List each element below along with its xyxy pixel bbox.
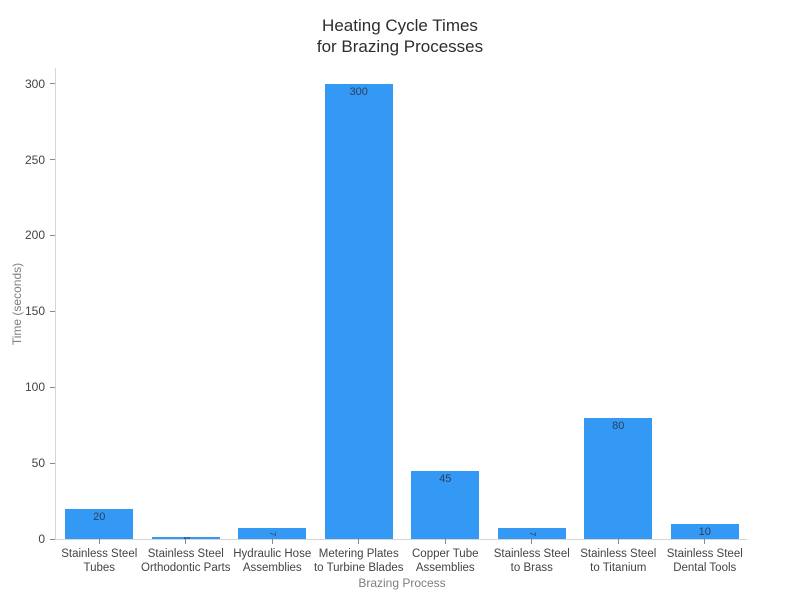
y-tick-mark-200 [50, 234, 55, 236]
y-tick-label-50: 50 [31, 456, 45, 471]
bar-value-label-stainless-steel-to-brass: 7 [527, 531, 537, 536]
y-tick-mark-50 [50, 462, 55, 464]
x-tick-label-stainless-steel-dental-tools: Stainless Steel Dental Tools [647, 547, 763, 575]
bar-value-label-stainless-steel-to-titanium: 80 [612, 419, 625, 432]
bar-hydraulic-hose-assemblies: 7 [238, 528, 307, 539]
y-tick-label-150: 150 [24, 304, 45, 319]
x-tick-label-stainless-steel-orthodontic-parts: Stainless Steel Orthodontic Parts [128, 547, 244, 575]
x-tick-mark-stainless-steel-orthodontic-parts [185, 539, 187, 544]
y-tick-label-0: 0 [38, 532, 45, 546]
x-tick-mark-copper-tube-assemblies [444, 539, 446, 544]
x-tick-label-stainless-steel-dental-tools-line1: Stainless Steel [666, 548, 743, 560]
bar-value-label-hydraulic-hose-assemblies: 7 [268, 531, 278, 536]
y-tick-mark-100 [50, 386, 55, 388]
x-axis-title: Brazing Process [358, 576, 446, 590]
x-tick-label-stainless-steel-tubes: Stainless Steel Tubes [41, 547, 157, 575]
x-tick-mark-metering-plates-to-turbine-blades [358, 539, 360, 544]
x-tick-label-copper-tube-assemblies-line1: Copper Tube [412, 548, 479, 560]
x-tick-mark-stainless-steel-to-titanium [617, 539, 619, 544]
x-tick-label-stainless-steel-tubes-line1: Stainless Steel [61, 548, 138, 560]
chart-title: Heating Cycle Times for Brazing Processe… [0, 15, 800, 57]
x-tick-label-stainless-steel-dental-tools-line2: Dental Tools [673, 562, 737, 574]
x-tick-label-hydraulic-hose-assemblies: Hydraulic Hose Assemblies [214, 547, 330, 575]
chart-title-line1: Heating Cycle Times [322, 16, 478, 35]
x-tick-label-stainless-steel-to-titanium-line1: Stainless Steel [580, 548, 657, 560]
x-tick-label-stainless-steel-to-brass-line2: to Brass [510, 562, 553, 574]
x-tick-mark-stainless-steel-tubes [98, 539, 100, 544]
x-tick-label-stainless-steel-to-brass: Stainless Steel to Brass [474, 547, 590, 575]
bar-stainless-steel-to-brass: 7 [497, 528, 566, 539]
bar-metering-plates-to-turbine-blades: 300 [324, 83, 393, 539]
x-tick-label-metering-plates-to-turbine-blades: Metering Plates to Turbine Blades [301, 547, 417, 575]
bar-stainless-steel-orthodontic-parts: 1 [151, 537, 220, 539]
x-tick-mark-stainless-steel-dental-tools [704, 539, 706, 544]
x-tick-label-hydraulic-hose-assemblies-line1: Hydraulic Hose [233, 548, 312, 560]
bar-copper-tube-assemblies: 45 [411, 470, 480, 539]
x-tick-label-hydraulic-hose-assemblies-line2: Assemblies [242, 562, 302, 574]
y-tick-mark-250 [50, 159, 55, 161]
x-tick-label-stainless-steel-to-brass-line1: Stainless Steel [493, 548, 570, 560]
y-tick-mark-150 [50, 310, 55, 312]
plot-area: 0 50 100 150 200 250 300 20 Stainless Steel Tubes… [25, 68, 747, 574]
bar-stainless-steel-tubes: 20 [65, 508, 134, 539]
bar-value-label-stainless-steel-dental-tools: 10 [698, 525, 711, 538]
x-tick-label-stainless-steel-to-titanium-line2: to Titanium [590, 562, 647, 574]
x-tick-label-stainless-steel-orthodontic-parts-line1: Stainless Steel [147, 548, 224, 560]
chart-title-line2: for Brazing Processes [316, 37, 484, 56]
y-tick-label-200: 200 [24, 228, 45, 243]
x-tick-label-stainless-steel-tubes-line2: Tubes [83, 562, 116, 574]
y-tick-label-100: 100 [24, 380, 45, 395]
bar-value-label-stainless-steel-tubes: 20 [93, 510, 106, 523]
x-tick-label-stainless-steel-to-titanium: Stainless Steel to Titanium [560, 547, 676, 575]
x-tick-label-metering-plates-to-turbine-blades-line2: to Turbine Blades [313, 562, 404, 574]
x-tick-label-stainless-steel-orthodontic-parts-line2: Orthodontic Parts [141, 562, 231, 574]
y-tick-mark-300 [50, 83, 55, 85]
y-tick-mark-0 [50, 538, 55, 540]
bar-stainless-steel-to-titanium: 80 [584, 417, 653, 539]
x-tick-mark-hydraulic-hose-assemblies [271, 539, 273, 544]
y-tick-label-250: 250 [24, 152, 45, 167]
bar-value-label-metering-plates-to-turbine-blades: 300 [349, 85, 368, 98]
x-tick-label-metering-plates-to-turbine-blades-line1: Metering Plates [318, 548, 399, 560]
bar-stainless-steel-dental-tools: 10 [670, 523, 739, 539]
y-tick-label-300: 300 [24, 76, 45, 91]
bar-value-label-copper-tube-assemblies: 45 [439, 472, 452, 485]
x-tick-label-copper-tube-assemblies-line2: Assemblies [415, 562, 475, 574]
x-tick-label-copper-tube-assemblies: Copper Tube Assemblies [387, 547, 503, 575]
x-tick-mark-stainless-steel-to-brass [531, 539, 533, 544]
